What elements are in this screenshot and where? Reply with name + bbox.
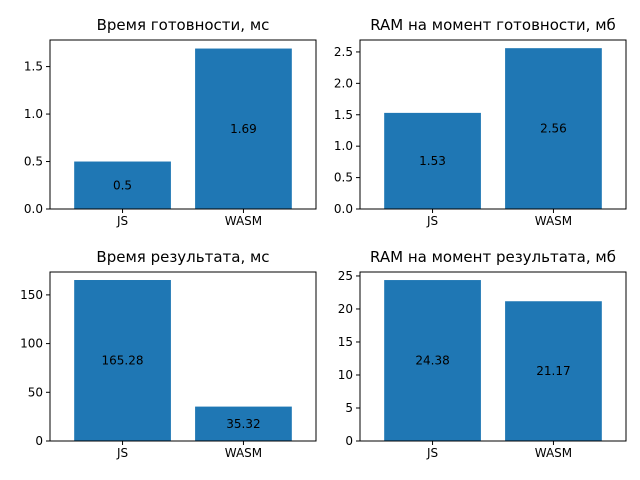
x-tick-label: WASM (535, 446, 572, 460)
y-tick-label: 0 (35, 434, 43, 448)
y-tick-label: 2.5 (334, 45, 353, 59)
x-tick-label: JS (426, 214, 438, 228)
chart-title: RAM на момент готовности, мб (370, 16, 616, 34)
axes-frame (359, 39, 627, 210)
bar (384, 280, 481, 441)
y-tick-label: 2.0 (334, 76, 353, 90)
chart-panel: 1.53 2.56 0.0 0.5 1.0 1.5 2.0 2.5 JS WASM RAM на м… (334, 16, 627, 228)
data-label: 35.32 (226, 417, 260, 431)
chart-panel: 165.28 35.32 0 50 100 150 JS WASM Время результа… (20, 248, 317, 460)
y-tick-label: 0.5 (24, 155, 43, 169)
y-tick-label: 1.5 (24, 60, 43, 74)
chart-panel: 0.5 1.69 0.0 0.5 1.0 1.5 JS WASM Время готовност… (24, 16, 317, 228)
y-tick-label: 1.5 (334, 108, 353, 122)
bar (505, 301, 602, 441)
data-label: 21.17 (536, 364, 570, 378)
x-tick-label: WASM (535, 214, 572, 228)
data-label: 24.38 (415, 354, 449, 368)
y-tick-label: 0.0 (334, 202, 353, 216)
bar (74, 280, 171, 441)
axes-frame (359, 271, 627, 442)
bar (195, 406, 292, 441)
axes-frame (49, 39, 317, 210)
bar (195, 48, 292, 209)
chart-title: RAM на момент результата, мб (370, 248, 616, 266)
y-tick-label: 20 (338, 302, 353, 316)
y-tick-label: 1.0 (24, 107, 43, 121)
y-tick-label: 0 (345, 434, 353, 448)
bar (505, 48, 602, 210)
data-label: 0.5 (113, 178, 132, 192)
data-label: 1.53 (419, 154, 446, 168)
y-tick-label: 15 (338, 335, 353, 349)
y-tick-label: 5 (345, 401, 353, 415)
bar (384, 112, 481, 209)
y-tick-label: 25 (338, 269, 353, 283)
x-tick-label: JS (116, 446, 128, 460)
y-tick-label: 0.5 (334, 171, 353, 185)
x-tick-label: JS (426, 446, 438, 460)
chart-title: Время готовности, мс (97, 16, 270, 34)
y-tick-label: 1.0 (334, 139, 353, 153)
x-tick-label: JS (116, 214, 128, 228)
x-tick-label: WASM (225, 214, 262, 228)
chart-panel: 24.38 21.17 0 5 10 15 20 25 JS WASM RAM на момент … (338, 248, 627, 460)
y-tick-label: 100 (20, 337, 43, 351)
data-label: 2.56 (540, 122, 567, 136)
data-label: 165.28 (102, 354, 144, 368)
y-tick-label: 10 (338, 368, 353, 382)
y-tick-label: 50 (28, 385, 43, 399)
y-tick-label: 150 (20, 288, 43, 302)
axes-frame (49, 271, 317, 442)
y-tick-label: 0.0 (24, 202, 43, 216)
data-label: 1.69 (230, 122, 257, 136)
bar (74, 161, 171, 209)
chart-title: Время результата, мс (96, 248, 269, 266)
x-tick-label: WASM (225, 446, 262, 460)
